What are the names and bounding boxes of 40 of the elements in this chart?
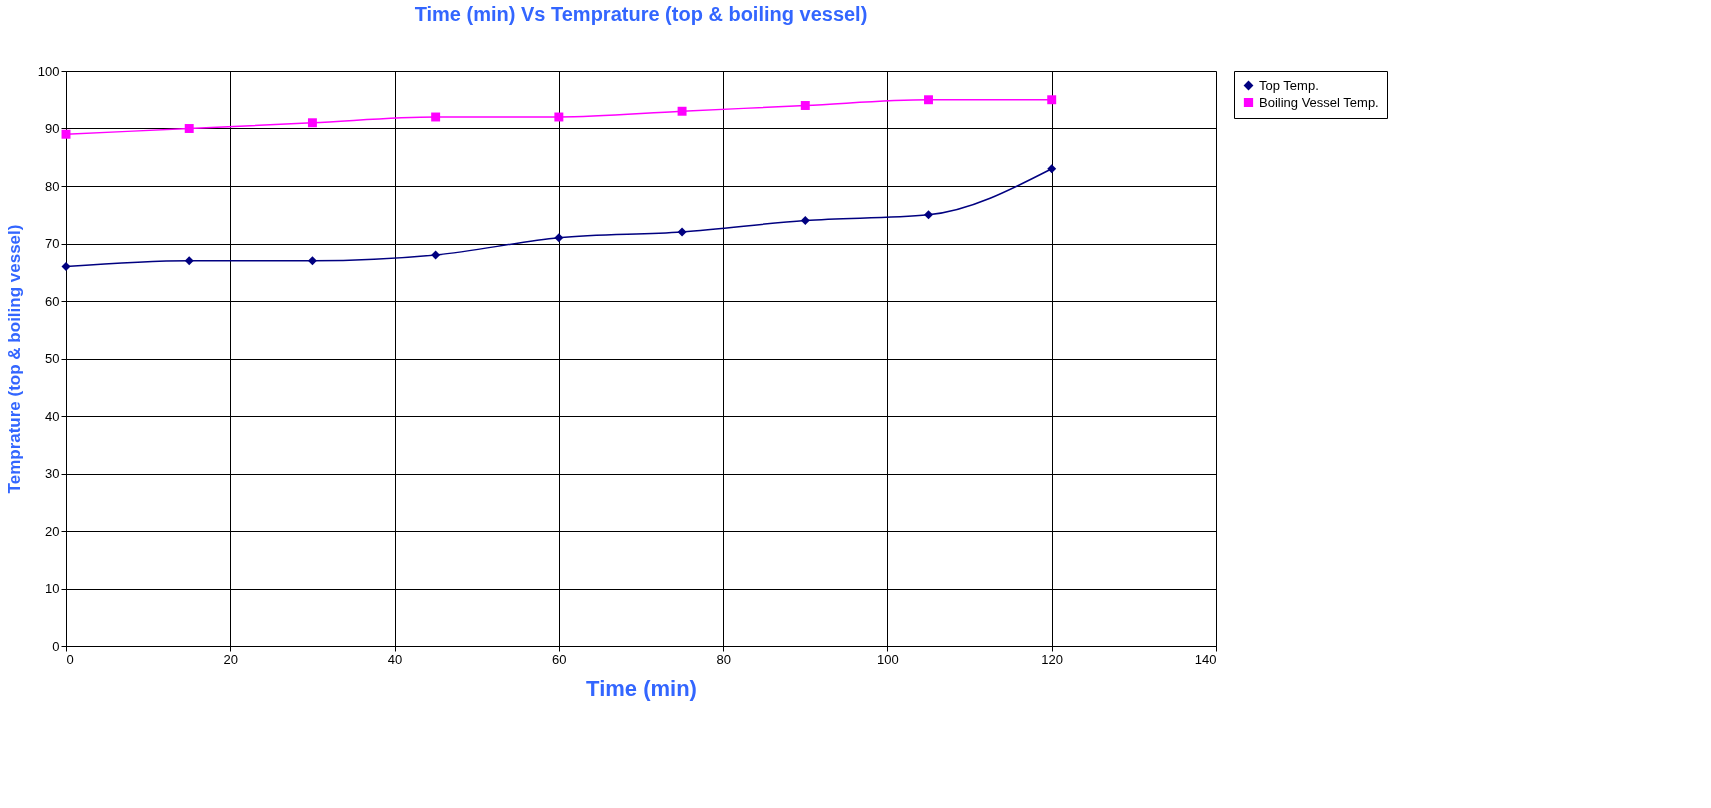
legend-label: Boiling Vessel Temp. [1259,94,1379,110]
x-tick-label: 80 [716,651,731,667]
y-tick-label: 80 [45,178,60,194]
x-tick-label: 20 [223,651,239,667]
point [1047,95,1057,105]
y-tick-label: 90 [45,121,60,136]
x-tick-label: 100 [877,651,899,667]
point [307,118,317,128]
point [924,95,933,105]
point [184,124,194,133]
x-tick-label: 140 [1194,651,1217,667]
chart-title: Time (min) Vs Temprature (top & boiling vessel) [414,3,868,25]
point [307,256,317,266]
point [1047,164,1057,174]
point [677,227,687,237]
x-axis-title: Time (min) [586,675,697,701]
y-axis-title: Temprature (top & boiling vessel) [4,224,24,494]
y-tick-label: 10 [45,581,60,596]
point [431,112,441,122]
point [800,216,810,225]
y-tick-label: 100 [37,63,60,79]
y-tick-label: 20 [45,523,60,539]
x-tick-label: 120 [1041,651,1064,667]
y-tick-label: 70 [45,236,60,251]
point [677,106,687,116]
point [184,256,194,266]
y-tick-label: 30 [45,466,60,481]
x-tick-label: 0 [66,651,74,667]
point [554,233,564,243]
y-tick-label: 60 [45,293,60,309]
x-tick-label: 60 [552,651,567,667]
point [924,210,933,220]
point [800,101,810,110]
y-tick-label: 0 [52,638,60,654]
x-tick-label: 40 [387,651,403,667]
legend-label: Top Temp. [1259,77,1319,93]
point [431,250,441,260]
y-tick-label: 50 [45,351,60,366]
y-tick-label: 40 [45,408,60,424]
point [554,112,564,122]
